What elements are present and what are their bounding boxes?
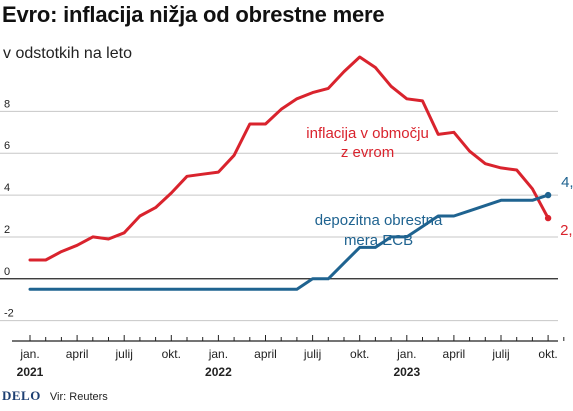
footer: DELO Vir: Reuters bbox=[2, 388, 108, 404]
inflation-series-label: inflacija v območju bbox=[306, 125, 429, 142]
inflation-line bbox=[28, 55, 550, 262]
inflation-series-label: z evrom bbox=[341, 144, 394, 161]
x-tick-label: jan. bbox=[19, 347, 39, 361]
deposit-rate-end-point bbox=[544, 191, 552, 199]
x-tick-label: julij bbox=[491, 347, 509, 361]
y-tick-label: 6 bbox=[4, 140, 10, 152]
year-label: 2023 bbox=[393, 365, 420, 379]
y-tick-label: 8 bbox=[4, 98, 10, 110]
chart-subtitle: v odstotkih na leto bbox=[3, 45, 132, 62]
chart-title: Evro: inflacija nižja od obrestne mere bbox=[2, 2, 385, 27]
x-tick-label: okt. bbox=[538, 347, 557, 361]
x-tick-label: okt. bbox=[162, 347, 181, 361]
x-tick-label: april bbox=[254, 347, 277, 361]
deposit-rate-line bbox=[28, 193, 550, 291]
source-note: Vir: Reuters bbox=[49, 391, 108, 403]
x-tick-label: april bbox=[66, 347, 89, 361]
y-tick-label: -2 bbox=[4, 308, 14, 320]
x-tick-label: julij bbox=[115, 347, 133, 361]
x-tick-label: jan. bbox=[208, 347, 228, 361]
x-tick-label: okt. bbox=[350, 347, 369, 361]
x-tick-label: april bbox=[443, 347, 466, 361]
delo-logo: DELO bbox=[2, 388, 41, 403]
year-label: 2022 bbox=[205, 365, 232, 379]
inflation-end-point bbox=[544, 214, 552, 222]
y-tick-label: 4 bbox=[4, 182, 10, 194]
x-tick-label: jan. bbox=[396, 347, 416, 361]
inflation-end-value: 2,9 bbox=[560, 222, 573, 239]
year-label: 2021 bbox=[17, 365, 44, 379]
deposit-series-label: depozitna obrestna bbox=[315, 212, 443, 229]
y-tick-label: 2 bbox=[4, 224, 10, 236]
deposit-series-label: mera ECB bbox=[344, 232, 413, 249]
y-tick-label: 0 bbox=[4, 266, 10, 278]
x-tick-label: julij bbox=[303, 347, 321, 361]
deposit-end-value: 4,0 bbox=[561, 174, 573, 191]
